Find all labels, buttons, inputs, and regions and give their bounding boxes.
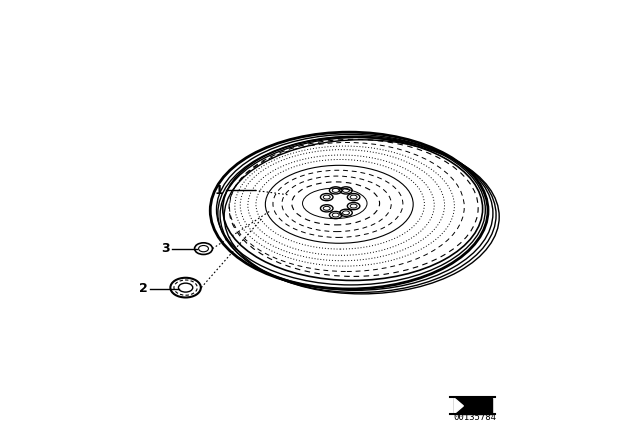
Polygon shape — [454, 398, 463, 414]
Polygon shape — [454, 398, 493, 414]
Text: 3: 3 — [161, 242, 170, 255]
Text: 2: 2 — [139, 282, 148, 296]
Text: 1: 1 — [215, 184, 224, 197]
Text: 00135784: 00135784 — [453, 413, 496, 422]
